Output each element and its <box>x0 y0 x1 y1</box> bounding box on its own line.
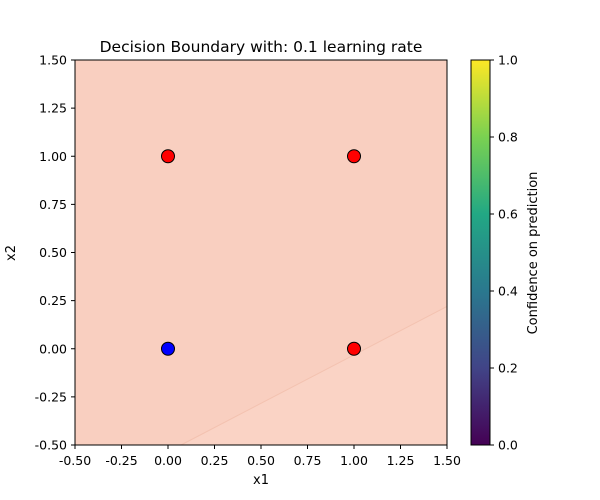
x-tick-label: 0.75 <box>294 453 322 468</box>
x-tick-label: 1.50 <box>433 453 461 468</box>
colorbar-tick-label: 0.2 <box>498 361 518 376</box>
data-point-3 <box>161 341 175 356</box>
y-axis: -0.50 -0.25 0.00 0.25 0.50 0.75 1.00 1.25 1.50 <box>35 53 75 453</box>
y-tick-label: 1.25 <box>39 101 67 116</box>
x-axis-label: x1 <box>253 473 269 488</box>
colorbar-gradient <box>470 59 491 446</box>
colorbar-tick-label: 0.8 <box>498 130 518 145</box>
colorbar-tick-label: 1.0 <box>498 53 518 68</box>
y-tick-label: 0.50 <box>39 245 67 260</box>
colorbar-tick-label: 0.6 <box>498 207 518 222</box>
decision-boundary-line <box>180 305 448 446</box>
data-point-4 <box>347 341 361 356</box>
colorbar-tick-label: 0.0 <box>498 438 518 453</box>
y-tick-label: -0.50 <box>35 438 67 453</box>
plot-area <box>74 59 448 446</box>
x-tick-label: 0.00 <box>154 453 182 468</box>
y-tick-label: 0.00 <box>39 341 67 356</box>
x-axis: -0.50 -0.25 0.00 0.25 0.50 0.75 1.00 1.25 1.50 <box>59 445 461 468</box>
x-tick-label: -0.50 <box>59 453 91 468</box>
y-tick-label: 1.50 <box>39 53 67 68</box>
x-tick-label: 0.25 <box>201 453 229 468</box>
y-tick-label: 1.00 <box>39 149 67 164</box>
y-tick-label: 0.75 <box>39 197 67 212</box>
data-point-2 <box>347 149 361 164</box>
colorbar-label: Confidence on prediction <box>526 172 541 335</box>
x-tick-label: 0.50 <box>247 453 275 468</box>
data-point-1 <box>161 149 175 164</box>
chart-title: Decision Boundary with: 0.1 learning rat… <box>100 38 423 56</box>
x-tick-label: -0.25 <box>105 453 137 468</box>
colorbar: 0.0 0.2 0.4 0.6 0.8 1.0 <box>470 53 518 453</box>
y-tick-label: 0.25 <box>39 293 67 308</box>
x-tick-label: 1.00 <box>340 453 368 468</box>
colorbar-tick-label: 0.4 <box>498 284 518 299</box>
y-tick-label: -0.25 <box>35 389 67 404</box>
y-axis-label: x2 <box>4 245 19 261</box>
x-tick-label: 1.25 <box>387 453 415 468</box>
